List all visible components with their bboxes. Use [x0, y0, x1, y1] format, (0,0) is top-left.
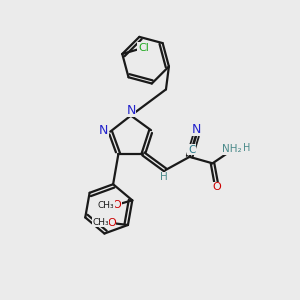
- Text: N: N: [127, 104, 136, 117]
- Text: N: N: [192, 123, 201, 136]
- Text: O: O: [112, 200, 121, 210]
- Text: C: C: [188, 145, 195, 155]
- Text: H: H: [160, 172, 168, 182]
- Text: CH₃: CH₃: [98, 200, 114, 209]
- Text: N: N: [99, 124, 109, 136]
- Text: O: O: [107, 218, 116, 228]
- Text: O: O: [213, 182, 222, 192]
- Text: Cl: Cl: [138, 43, 149, 53]
- Text: CH₃: CH₃: [92, 218, 109, 227]
- Text: NH₂: NH₂: [222, 145, 242, 154]
- Text: H: H: [243, 143, 251, 153]
